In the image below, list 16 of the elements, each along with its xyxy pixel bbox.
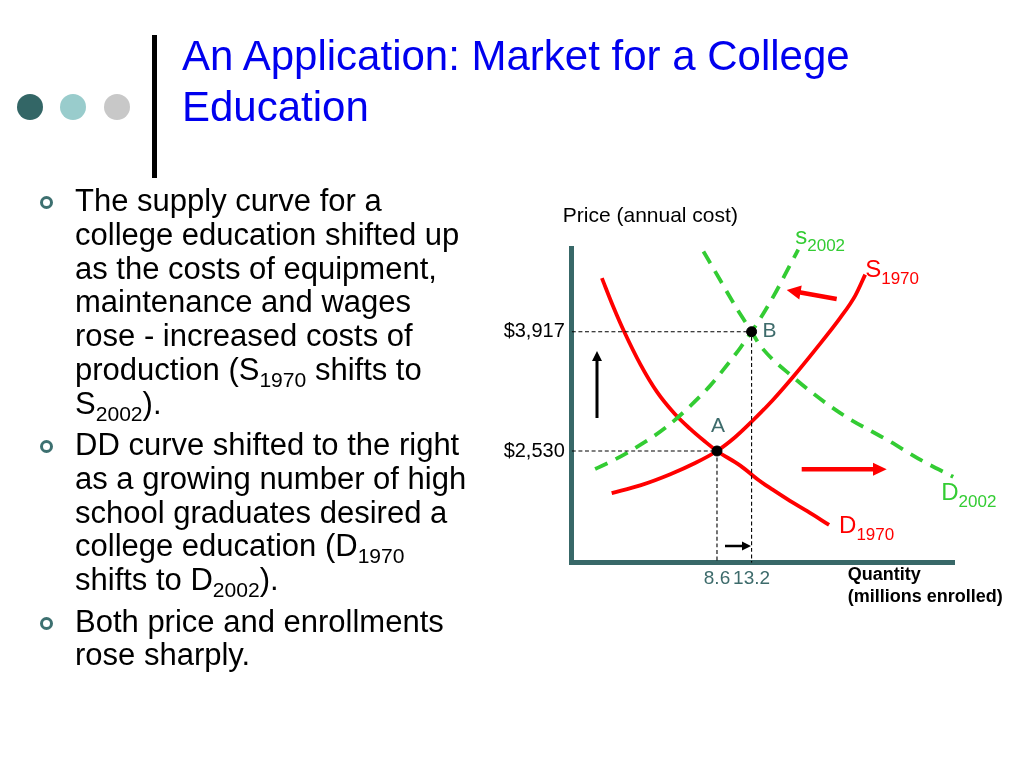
x-axis-title: Quantity (millions enrolled) bbox=[847, 563, 1003, 606]
text: Both price and enrollments rose sharply. bbox=[75, 603, 444, 673]
line-series bbox=[609, 272, 868, 496]
y-tick-label: $3,917 bbox=[503, 319, 565, 342]
y-axis-title: Price (annual cost) bbox=[562, 203, 738, 226]
text: DD curve shifted to the right as a growing number of high school graduates desired a college education (D$_{1970}$ shifts to D$_{2002}$). bbox=[75, 427, 467, 602]
chart-title: An Application: Market for a College Education bbox=[182, 31, 851, 132]
y-tick-label: $2,530 bbox=[503, 438, 565, 461]
annotation: B bbox=[762, 317, 777, 341]
text: The supply curve for a college education shifted up as the costs of equipment, maintenance and wages rose - increased costs of production (S$_{1970}$ shifts to S$_{2002}$). bbox=[75, 183, 460, 425]
line-series bbox=[701, 249, 955, 479]
annotation: A bbox=[710, 412, 725, 436]
x-tick-label: 8.6 bbox=[703, 567, 731, 589]
line-series bbox=[599, 276, 831, 527]
x-tick-label: 13.2 bbox=[733, 567, 771, 589]
line-series bbox=[593, 248, 801, 471]
